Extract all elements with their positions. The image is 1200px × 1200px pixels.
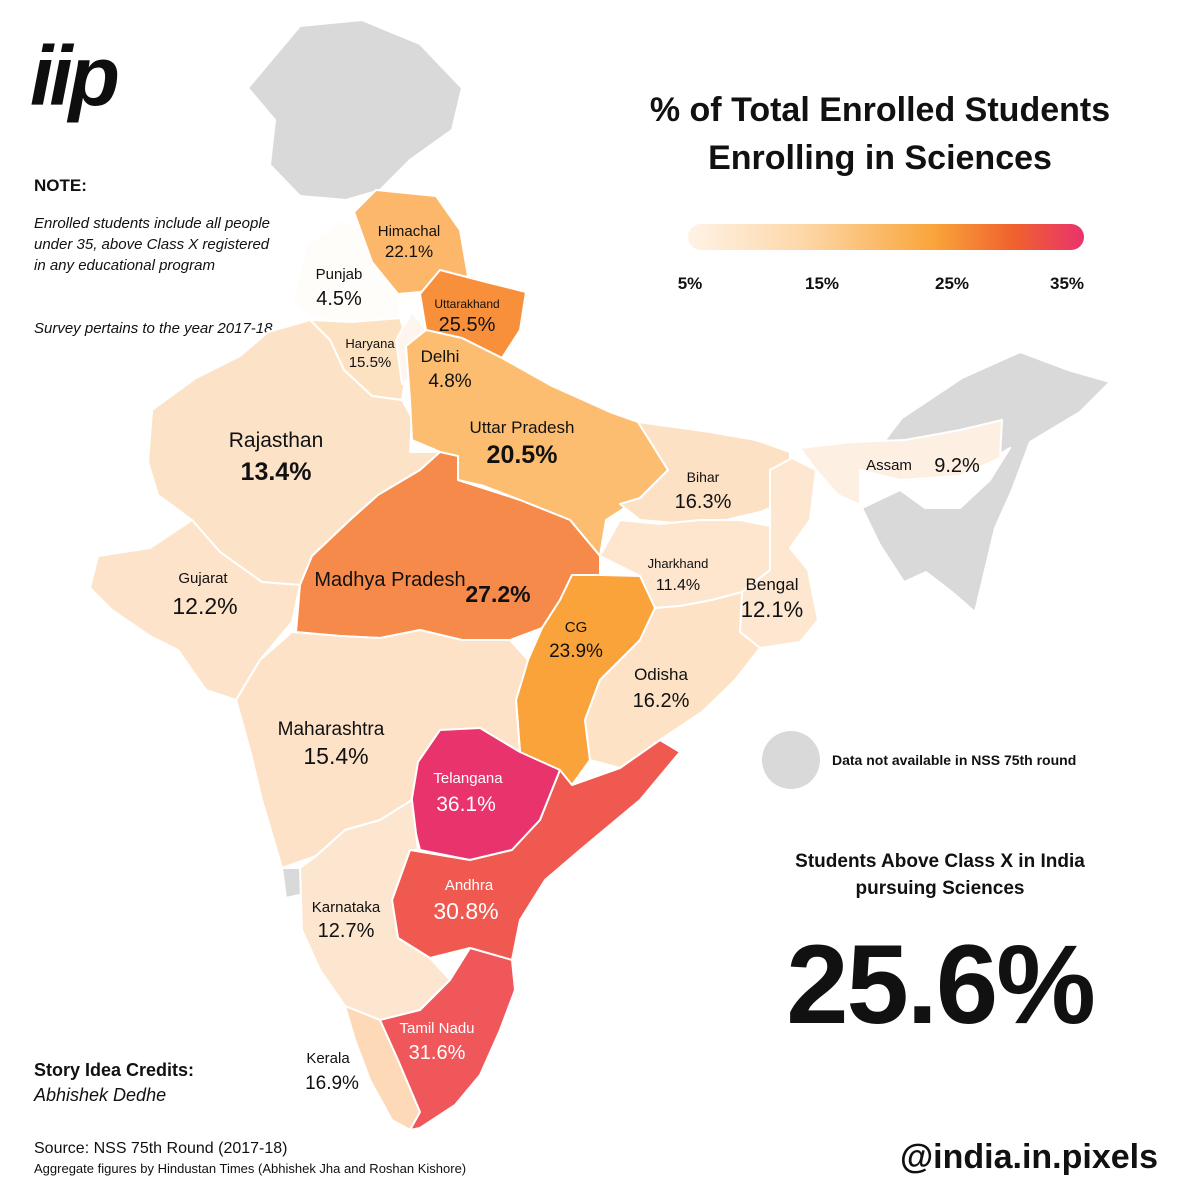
state-label-jharkhand: Jharkhand xyxy=(648,556,709,571)
credits-heading: Story Idea Credits: xyxy=(34,1060,195,1080)
assam-region xyxy=(799,419,1003,506)
state-value-jharkhand: 11.4% xyxy=(656,577,700,594)
state-label-delhi: Delhi xyxy=(421,347,460,366)
state-value-cg: 23.9% xyxy=(549,641,603,662)
state-value-madhya-pradesh: 27.2% xyxy=(465,581,530,607)
state-value-rajasthan: 13.4% xyxy=(241,458,312,486)
state-label-madhya-pradesh: Madhya Pradesh xyxy=(314,569,465,591)
state-value-bengal: 12.1% xyxy=(741,597,803,622)
state-label-punjab: Punjab xyxy=(316,266,363,283)
state-label-himachal: Himachal xyxy=(378,223,441,240)
legend-tick-35: 35% xyxy=(1049,274,1085,293)
state-value-bihar: 16.3% xyxy=(675,491,732,513)
state-label-bengal: Bengal xyxy=(746,575,799,594)
state-label-uttar-pradesh: Uttar Pradesh xyxy=(470,418,575,437)
state-value-odisha: 16.2% xyxy=(633,690,690,712)
state-label-assam: Assam xyxy=(866,457,912,474)
state-label-gujarat: Gujarat xyxy=(178,570,228,587)
state-value-haryana: 15.5% xyxy=(349,354,392,371)
title-line-2: Enrolling in Sciences xyxy=(708,139,1052,177)
state-label-uttarakhand: Uttarakhand xyxy=(434,297,499,311)
state-label-telangana: Telangana xyxy=(433,770,503,787)
state-value-gujarat: 12.2% xyxy=(172,593,237,619)
national-stat-value: 25.6% xyxy=(786,922,1096,1047)
state-label-karnataka: Karnataka xyxy=(312,899,381,916)
state-value-delhi: 4.8% xyxy=(428,371,471,392)
state-value-tamil-nadu: 31.6% xyxy=(409,1042,466,1064)
chart-title: % of Total Enrolled Students Enrolling i… xyxy=(570,86,1190,182)
state-value-uttarakhand: 25.5% xyxy=(439,314,496,336)
northeast-region xyxy=(861,351,1111,613)
jammu-kashmir-region xyxy=(247,19,463,201)
iip-logo: iip xyxy=(30,29,120,123)
state-label-maharashtra: Maharashtra xyxy=(278,719,385,740)
state-label-andhra: Andhra xyxy=(445,877,494,894)
state-label-rajasthan: Rajasthan xyxy=(229,429,324,452)
note-text-enrolled: Enrolled students include all people und… xyxy=(34,215,270,274)
state-label-tamil-nadu: Tamil Nadu xyxy=(399,1020,474,1037)
state-value-assam: 9.2% xyxy=(934,455,980,477)
odisha-region xyxy=(584,591,761,769)
legend-tick-25: 25% xyxy=(934,274,970,293)
himachal-region xyxy=(353,189,469,295)
legend-tick-15: 15% xyxy=(804,274,840,293)
social-handle: @india.in.pixels xyxy=(900,1138,1158,1176)
note-heading: NOTE: xyxy=(34,176,87,195)
state-label-bihar: Bihar xyxy=(687,469,720,485)
title-line-1: % of Total Enrolled Students xyxy=(649,91,1111,129)
state-value-kerala: 16.9% xyxy=(305,1073,359,1094)
punjab-region xyxy=(291,219,401,323)
state-value-uttar-pradesh: 20.5% xyxy=(487,441,558,469)
na-legend-swatch xyxy=(762,731,820,789)
state-label-kerala: Kerala xyxy=(306,1050,350,1067)
state-value-telangana: 36.1% xyxy=(436,793,496,816)
state-value-karnataka: 12.7% xyxy=(318,920,375,942)
national-stat-label: Students Above Class X in India pursuing… xyxy=(795,851,1085,899)
legend-tick-5: 5% xyxy=(677,274,703,293)
state-value-punjab: 4.5% xyxy=(316,288,362,310)
state-value-maharashtra: 15.4% xyxy=(303,743,368,769)
tamil-nadu-region xyxy=(379,947,516,1131)
source-line: Source: NSS 75th Round (2017-18) xyxy=(34,1140,288,1157)
state-value-andhra: 30.8% xyxy=(433,898,498,924)
na-legend-label: Data not available in NSS 75th round xyxy=(832,752,1077,768)
aggregate-credit-line: Aggregate figures by Hindustan Times (Ab… xyxy=(34,1161,467,1176)
state-value-himachal: 22.1% xyxy=(385,242,433,261)
karnataka-region xyxy=(299,799,451,1021)
state-label-cg: CG xyxy=(565,619,588,636)
legend-color-scale xyxy=(688,224,1084,250)
state-label-haryana: Haryana xyxy=(345,336,395,351)
state-label-odisha: Odisha xyxy=(634,665,688,684)
note-text-survey-year: Survey pertains to the year 2017-18 xyxy=(34,320,273,337)
credits-name: Abhishek Dedhe xyxy=(34,1085,167,1105)
